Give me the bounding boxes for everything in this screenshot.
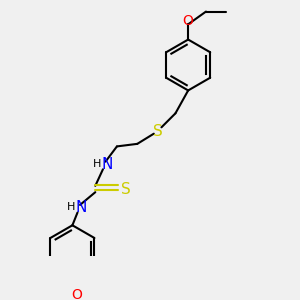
Text: O: O bbox=[183, 14, 194, 28]
Text: S: S bbox=[153, 124, 163, 139]
Text: H: H bbox=[67, 202, 75, 212]
Text: N: N bbox=[101, 157, 112, 172]
Text: H: H bbox=[92, 159, 101, 169]
Text: S: S bbox=[121, 182, 131, 197]
Text: O: O bbox=[71, 288, 82, 300]
Text: N: N bbox=[76, 200, 87, 215]
